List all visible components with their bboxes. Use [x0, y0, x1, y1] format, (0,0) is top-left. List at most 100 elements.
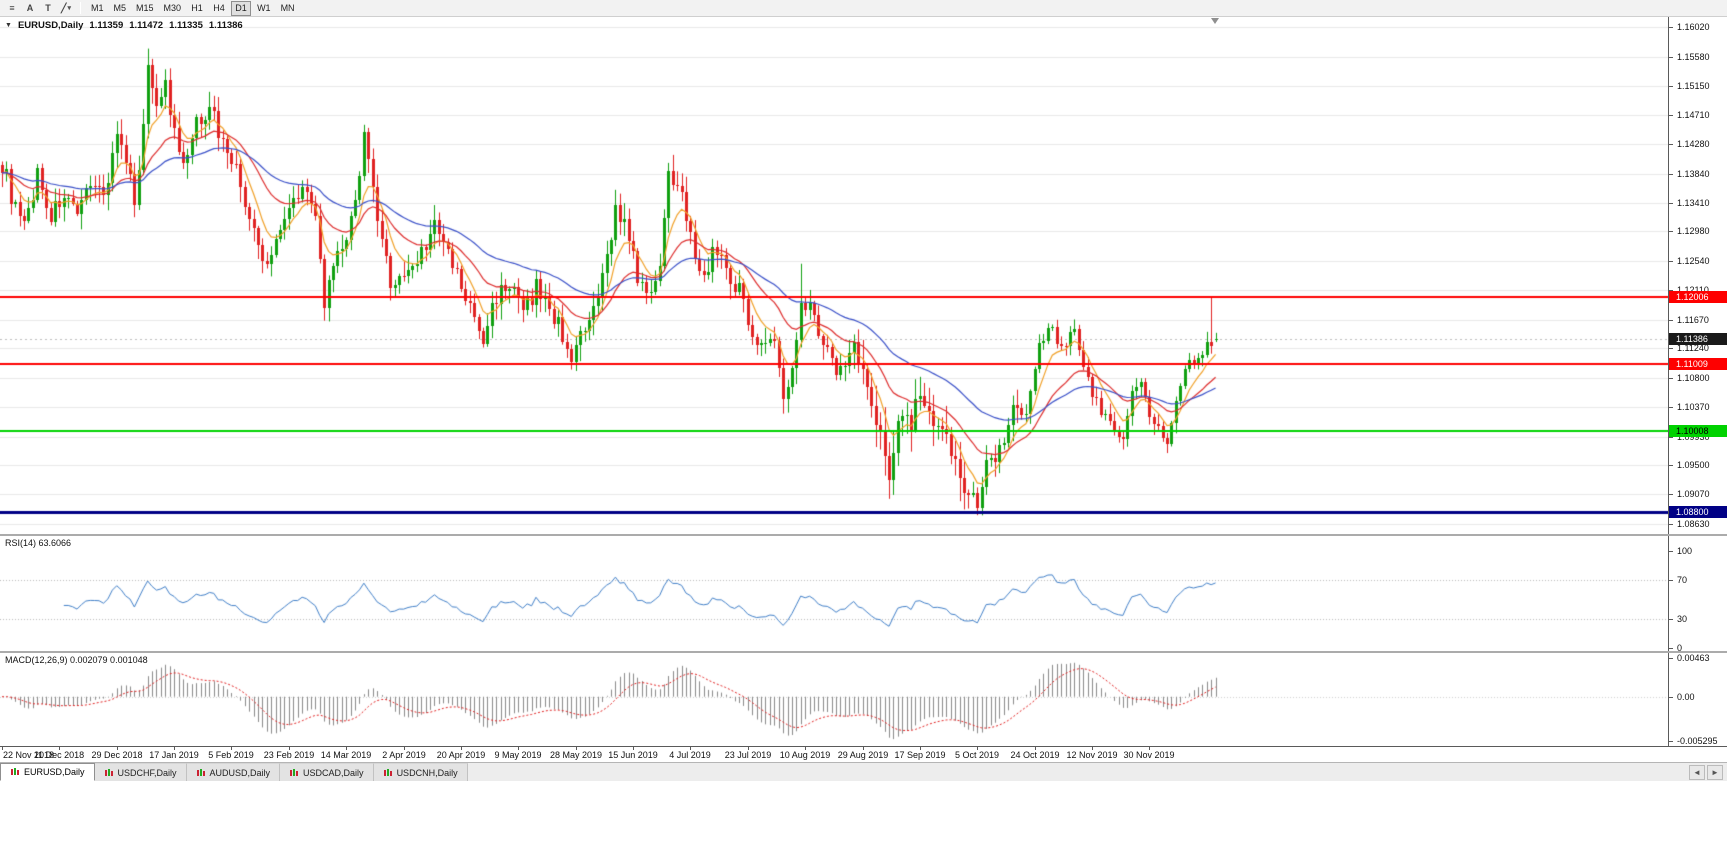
- date-tick-mark: [1092, 747, 1093, 750]
- tab-audusd-daily[interactable]: AUDUSD,Daily: [186, 763, 281, 781]
- timeframe-m5-button[interactable]: M5: [110, 1, 131, 16]
- tab-eurusd-daily[interactable]: EURUSD,Daily: [0, 763, 95, 781]
- date-label: 5 Feb 2019: [208, 750, 254, 760]
- date-tick-mark: [977, 747, 978, 750]
- date-tick-mark: [576, 747, 577, 750]
- date-label: 10 Aug 2019: [779, 750, 831, 760]
- date-label: 9 May 2019: [494, 750, 542, 760]
- tab-chart-icon: [104, 768, 114, 778]
- text-tool-icon[interactable]: A: [21, 1, 39, 16]
- date-label: 14 Mar 2019: [320, 750, 372, 760]
- price-tick-label: 1.12110: [1677, 285, 1709, 295]
- axis-tick-mark: [1669, 465, 1673, 466]
- axis-tick-mark: [1669, 524, 1673, 525]
- toolbar-separator: [80, 2, 81, 14]
- tab-usdcad-daily[interactable]: USDCAD,Daily: [280, 763, 374, 781]
- axis-tick-mark: [1669, 407, 1673, 408]
- price-tick-label: 1.13840: [1677, 168, 1710, 179]
- price-tick-label: 1.08630: [1677, 518, 1710, 529]
- tab-chart-icon: [383, 768, 393, 778]
- price-tick-label: 1.15580: [1677, 51, 1710, 62]
- price-axis[interactable]: 1.16020 1.15580 1.15150 1.14710 1.14280 1.138…: [1668, 17, 1727, 536]
- trendline-glyph: ╱: [61, 2, 67, 13]
- axis-tick-mark: [1669, 378, 1673, 379]
- pane-divider[interactable]: [0, 651, 1727, 653]
- timeframe-mn-button[interactable]: MN: [277, 1, 299, 16]
- date-label: 23 Feb 2019: [263, 750, 315, 760]
- pane-divider[interactable]: [0, 534, 1727, 536]
- axis-tick-mark: [1669, 290, 1673, 291]
- date-label: 2 Apr 2019: [382, 750, 426, 760]
- timeframe-d1-button[interactable]: D1: [231, 0, 252, 16]
- date-label: 20 Apr 2019: [436, 750, 486, 760]
- tab-chart-icon: [10, 767, 20, 777]
- ohlc-low: 1.11335: [169, 20, 203, 31]
- timeframe-w1-button[interactable]: W1: [253, 1, 275, 16]
- one-click-trading-toggle[interactable]: ▼: [5, 22, 12, 29]
- macd-indicator-canvas[interactable]: [0, 653, 1668, 746]
- date-tick-mark: [690, 747, 691, 750]
- axis-tick-mark: [1669, 580, 1673, 581]
- date-tick-mark: [1035, 747, 1036, 750]
- date-tick-mark: [231, 747, 232, 750]
- axis-tick-mark: [1669, 320, 1673, 321]
- price-chart-canvas[interactable]: [0, 17, 1668, 536]
- axis-tick-mark: [1669, 741, 1673, 742]
- price-tick-label: 1.14280: [1677, 139, 1710, 150]
- macd-axis[interactable]: 0.00463 0.00 -0.005295: [1668, 653, 1727, 746]
- date-label: 12 Nov 2019: [1066, 750, 1118, 760]
- axis-tick-mark: [1669, 231, 1673, 232]
- text-label-tool-icon[interactable]: T: [39, 1, 57, 16]
- macd-tick-label: -0.005295: [1677, 736, 1718, 746]
- tab-usdcnh-daily[interactable]: USDCNH,Daily: [373, 763, 468, 781]
- rsi-tick-label: 0: [1677, 643, 1683, 653]
- price-tag: 1.08800: [1669, 506, 1727, 519]
- main-chart-pane: ▼ EURUSD,Daily 1.11359 1.11472 1.11335 1…: [0, 17, 1668, 536]
- date-label: 29 Aug 2019: [837, 750, 889, 760]
- axis-tick-mark: [1669, 648, 1673, 649]
- axis-tick-mark: [1669, 203, 1673, 204]
- date-tick-mark: [461, 747, 462, 750]
- rsi-tick-label: 30: [1677, 613, 1688, 624]
- date-label: 4 Jul 2019: [669, 750, 711, 760]
- axis-tick-mark: [1669, 437, 1673, 438]
- tabs-scroll-left-icon[interactable]: ◄: [1689, 764, 1705, 780]
- date-tick-mark: [920, 747, 921, 750]
- chart-shift-marker[interactable]: [1211, 18, 1219, 24]
- tab-label: AUDUSD,Daily: [209, 767, 271, 778]
- rsi-pane: RSI(14) 63.6066: [0, 536, 1668, 653]
- rsi-indicator-canvas[interactable]: [0, 536, 1668, 653]
- date-label: 28 May 2019: [549, 750, 603, 760]
- timeframe-m1-button[interactable]: M1: [87, 1, 108, 16]
- time-axis[interactable]: 22 Nov 2018 11 Dec 2018 29 Dec 2018 17 Jan …: [0, 746, 1727, 762]
- date-tick-mark: [117, 747, 118, 750]
- tab-usdchf-daily[interactable]: USDCHF,Daily: [94, 763, 187, 781]
- timeframe-h4-button[interactable]: H4: [209, 1, 229, 16]
- date-tick-mark: [1149, 747, 1150, 750]
- ohlc-open: 1.11359: [89, 20, 124, 31]
- price-tick-label: 1.15150: [1677, 80, 1710, 91]
- price-tag: 1.10008: [1669, 425, 1727, 438]
- price-tick-label: 1.16020: [1677, 22, 1710, 33]
- price-tick-label: 1.11240: [1677, 343, 1709, 354]
- macd-tick-label: 0.00463: [1677, 653, 1710, 663]
- tab-chart-icon: [289, 768, 299, 778]
- axis-tick-mark: [1669, 144, 1673, 145]
- date-tick-mark: [346, 747, 347, 750]
- price-tick-label: 1.10370: [1677, 401, 1710, 412]
- axis-tick-mark: [1669, 86, 1673, 87]
- timeframe-m15-button[interactable]: M15: [132, 1, 158, 16]
- axis-tick-mark: [1669, 658, 1673, 659]
- date-tick-mark: [59, 747, 60, 750]
- tabs-scroll-right-icon[interactable]: ►: [1707, 764, 1723, 780]
- timeframe-h1-button[interactable]: H1: [187, 1, 207, 16]
- timeframe-m30-button[interactable]: M30: [160, 1, 186, 16]
- price-tick-label: 1.12980: [1677, 226, 1710, 237]
- indicator-list-icon[interactable]: ≡: [3, 1, 21, 16]
- axis-tick-mark: [1669, 619, 1673, 620]
- line-studies-icon[interactable]: ╱ ▾: [57, 1, 75, 16]
- date-tick-mark: [289, 747, 290, 750]
- rsi-axis[interactable]: 100 70 30 0: [1668, 536, 1727, 653]
- ohlc-high: 1.11472: [129, 20, 164, 31]
